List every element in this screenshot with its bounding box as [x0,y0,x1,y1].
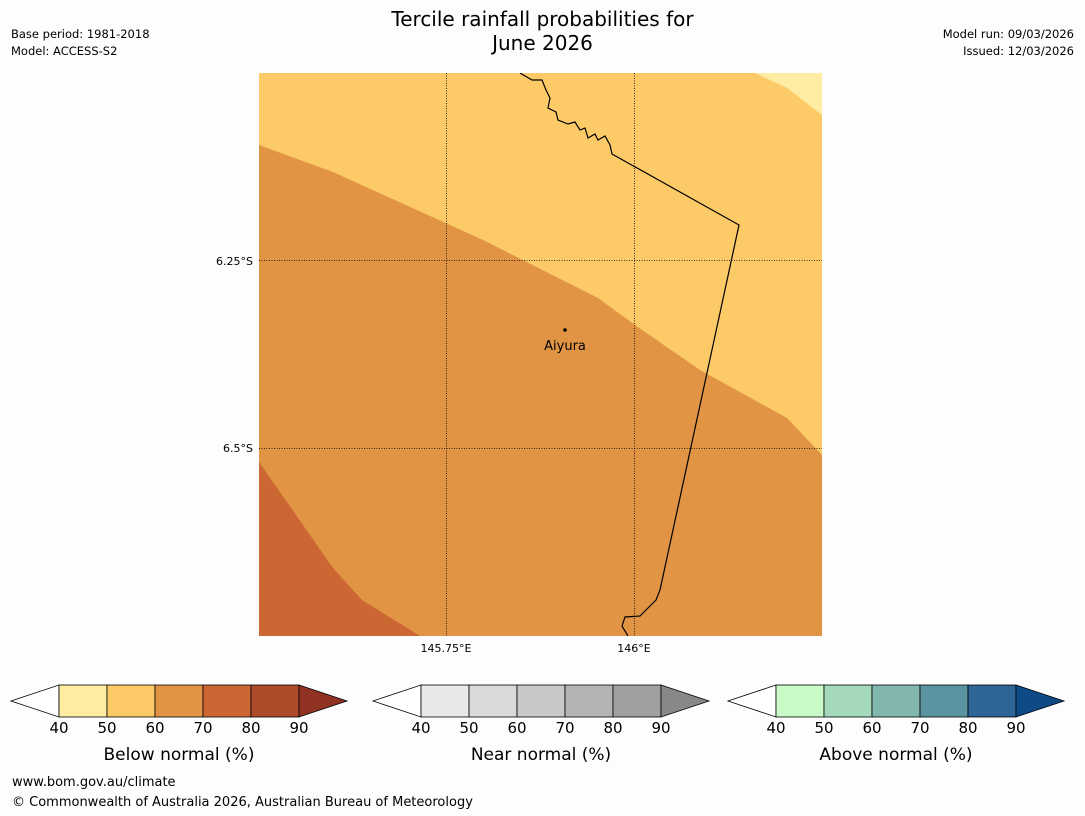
above-colorbar-segment [919,684,969,718]
place-label: Aiyura [544,339,586,354]
above-colorbar-tick: 90 [1006,719,1026,737]
meta-right: Model run: 09/03/2026 Issued: 12/03/2026 [943,26,1074,60]
meta-left: Base period: 1981-2018 Model: ACCESS-S2 [11,26,150,60]
above-colorbar-segment [967,684,1017,718]
title-line-2: June 2026 [492,31,593,55]
below-colorbar-tick: 90 [289,719,309,737]
near-colorbar-tick: 70 [555,719,575,737]
aiyura-dot [563,328,567,332]
near-colorbar-segment [468,684,518,718]
above-colorbar-tick: 50 [814,719,834,737]
above-colorbar-tick: 80 [958,719,978,737]
below-colorbar-tick: 40 [49,719,69,737]
zone-below-normal-70-80 [259,462,420,636]
colorbars [9,684,1066,718]
below-colorbar-tick: 70 [193,719,213,737]
lat-label-6-25: 6.25°S [216,255,253,268]
near-colorbar-title: Near normal (%) [470,745,612,765]
below-colorbar-right-extend [298,684,349,718]
above-colorbar-title: Above normal (%) [819,745,973,765]
below-colorbar-segment [250,684,300,718]
below-colorbar-segment [106,684,156,718]
near-colorbar-tick: 80 [603,719,623,737]
place-marker: Aiyura [544,328,586,354]
above-colorbar-segment [775,684,825,718]
near-colorbar-segment [612,684,662,718]
near-colorbar-tick: 50 [459,719,479,737]
near-colorbar-tick: 90 [651,719,671,737]
below-colorbar-tick: 80 [241,719,261,737]
below-colorbar-title: Below normal (%) [103,745,255,765]
lon-label-145-75: 145.75°E [421,642,472,655]
lat-label-6-5: 6.5°S [223,442,253,455]
map-fill [259,73,822,636]
above-colorbar-left-extend [726,684,777,718]
model-run: Model run: 09/03/2026 [942,27,1074,41]
near-colorbar-segment [564,684,614,718]
near-colorbar-right-extend [660,684,711,718]
near-colorbar-left-extend [371,684,422,718]
model-name: Model: ACCESS-S2 [11,44,118,58]
zone-below-normal-40-50 [755,73,822,115]
border-line [519,73,740,636]
above-colorbar-segment [871,684,921,718]
below-colorbar-tick: 60 [145,719,165,737]
chart-title: Tercile rainfall probabilities for June … [0,7,1085,55]
issued-date: Issued: 12/03/2026 [963,44,1074,58]
below-colorbar-left-extend [9,684,60,718]
near-colorbar-tick: 40 [411,719,431,737]
base-period: Base period: 1981-2018 [11,27,150,41]
below-colorbar-tick: 50 [97,719,117,737]
near-colorbar-segment [420,684,470,718]
footer-copyright: © Commonwealth of Australia 2026, Austra… [12,795,473,810]
title-line-1: Tercile rainfall probabilities for [391,7,694,31]
below-colorbar-segment [202,684,252,718]
footer-url: www.bom.gov.au/climate [12,775,176,790]
zone-below-normal-60-70 [259,145,822,636]
above-colorbar-tick: 40 [766,719,786,737]
above-colorbar-segment [823,684,873,718]
rainfall-map: Aiyura 6.25°S 6.5°S 145.75°E 146°E [216,73,822,655]
above-colorbar-tick: 70 [910,719,930,737]
lon-label-146: 146°E [617,642,650,655]
near-colorbar-tick: 60 [507,719,527,737]
near-colorbar-segment [516,684,566,718]
above-colorbar-right-extend [1015,684,1066,718]
below-colorbar-segment [154,684,204,718]
below-colorbar-segment [58,684,108,718]
above-colorbar-tick: 60 [862,719,882,737]
